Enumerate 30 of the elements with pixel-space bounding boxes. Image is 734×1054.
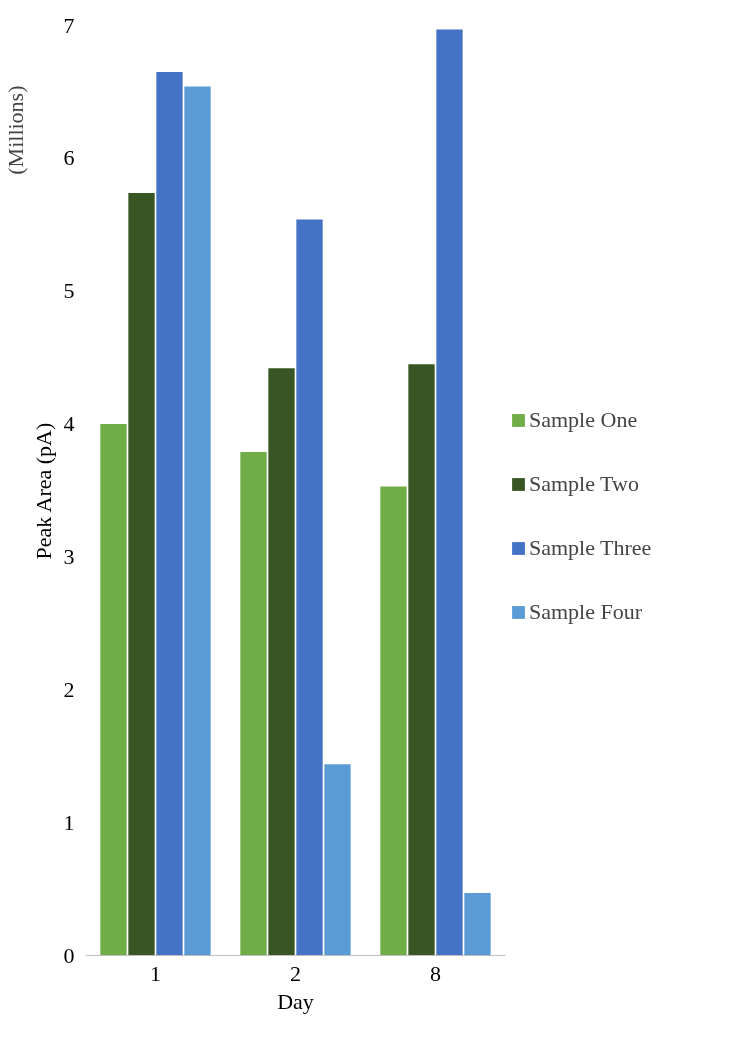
bar (324, 764, 351, 956)
y-axis-title: Peak Area (pA) (30, 422, 56, 560)
bar (464, 893, 491, 956)
y-tick-label: 4 (63, 411, 75, 437)
y-tick-label: 3 (63, 543, 75, 569)
y-tick-label: 1 (63, 809, 75, 835)
x-tick-label: 1 (150, 960, 161, 986)
y-tick-label: 5 (63, 278, 75, 304)
y-tick-label: 0 (63, 942, 75, 968)
text: (Millions) (2, 85, 28, 175)
legend-label: Sample Four (529, 599, 643, 625)
bar (408, 364, 435, 956)
bar (268, 368, 295, 956)
x-axis-title: Day (277, 988, 314, 1014)
bar (156, 72, 183, 956)
x-tick-label: 2 (290, 960, 301, 986)
x-tick-label: 8 (430, 960, 441, 986)
y-tick-label: 2 (63, 676, 75, 702)
bar (380, 486, 407, 956)
bar (240, 451, 267, 956)
legend-label: Sample Three (529, 535, 652, 561)
y-tick-label: 7 (63, 12, 75, 38)
legend-label: Sample Two (529, 471, 639, 497)
bar (296, 219, 323, 956)
bar (184, 86, 211, 956)
bar (128, 192, 155, 956)
bar (436, 29, 463, 956)
bar (100, 424, 127, 956)
y-tick-label: 6 (63, 145, 75, 171)
legend-label: Sample One (529, 407, 638, 433)
